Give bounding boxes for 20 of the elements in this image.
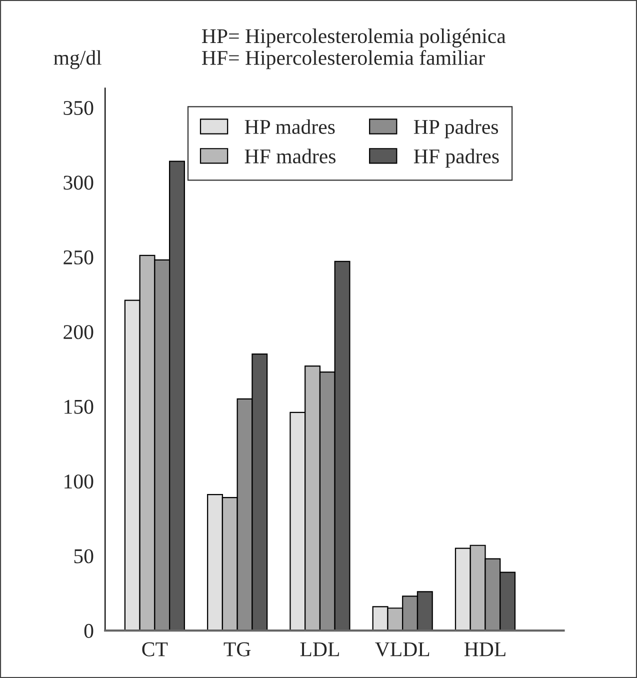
y-axis-title: mg/dl [54, 50, 102, 70]
legend-label: HF padres [414, 148, 499, 168]
legend-label: HP padres [414, 119, 498, 138]
x-tick-label: HDL [464, 642, 506, 656]
legend-label: HF madres [244, 148, 336, 164]
text: HF= Hipercolesterolemia familiar [202, 50, 485, 70]
y-tick-label: 100 [64, 474, 94, 489]
y-tick-label: 250 [64, 250, 94, 264]
y-tick-label: 50 [74, 549, 94, 564]
y-tick-label: 0 [84, 624, 94, 638]
y-tick-label: 200 [64, 325, 94, 340]
y-tick-label: 350 [64, 100, 94, 115]
x-tick-label: VLDL [375, 642, 430, 656]
legend-label: HP madres [244, 119, 335, 134]
text: HP= Hipercolesterolemia poligénica [202, 28, 506, 48]
x-tick-label: TG [224, 642, 251, 656]
x-tick-label: CT [142, 642, 168, 656]
y-tick-label: 150 [64, 400, 94, 414]
y-tick-label: 300 [64, 176, 94, 190]
x-tick-label: LDL [300, 642, 339, 656]
